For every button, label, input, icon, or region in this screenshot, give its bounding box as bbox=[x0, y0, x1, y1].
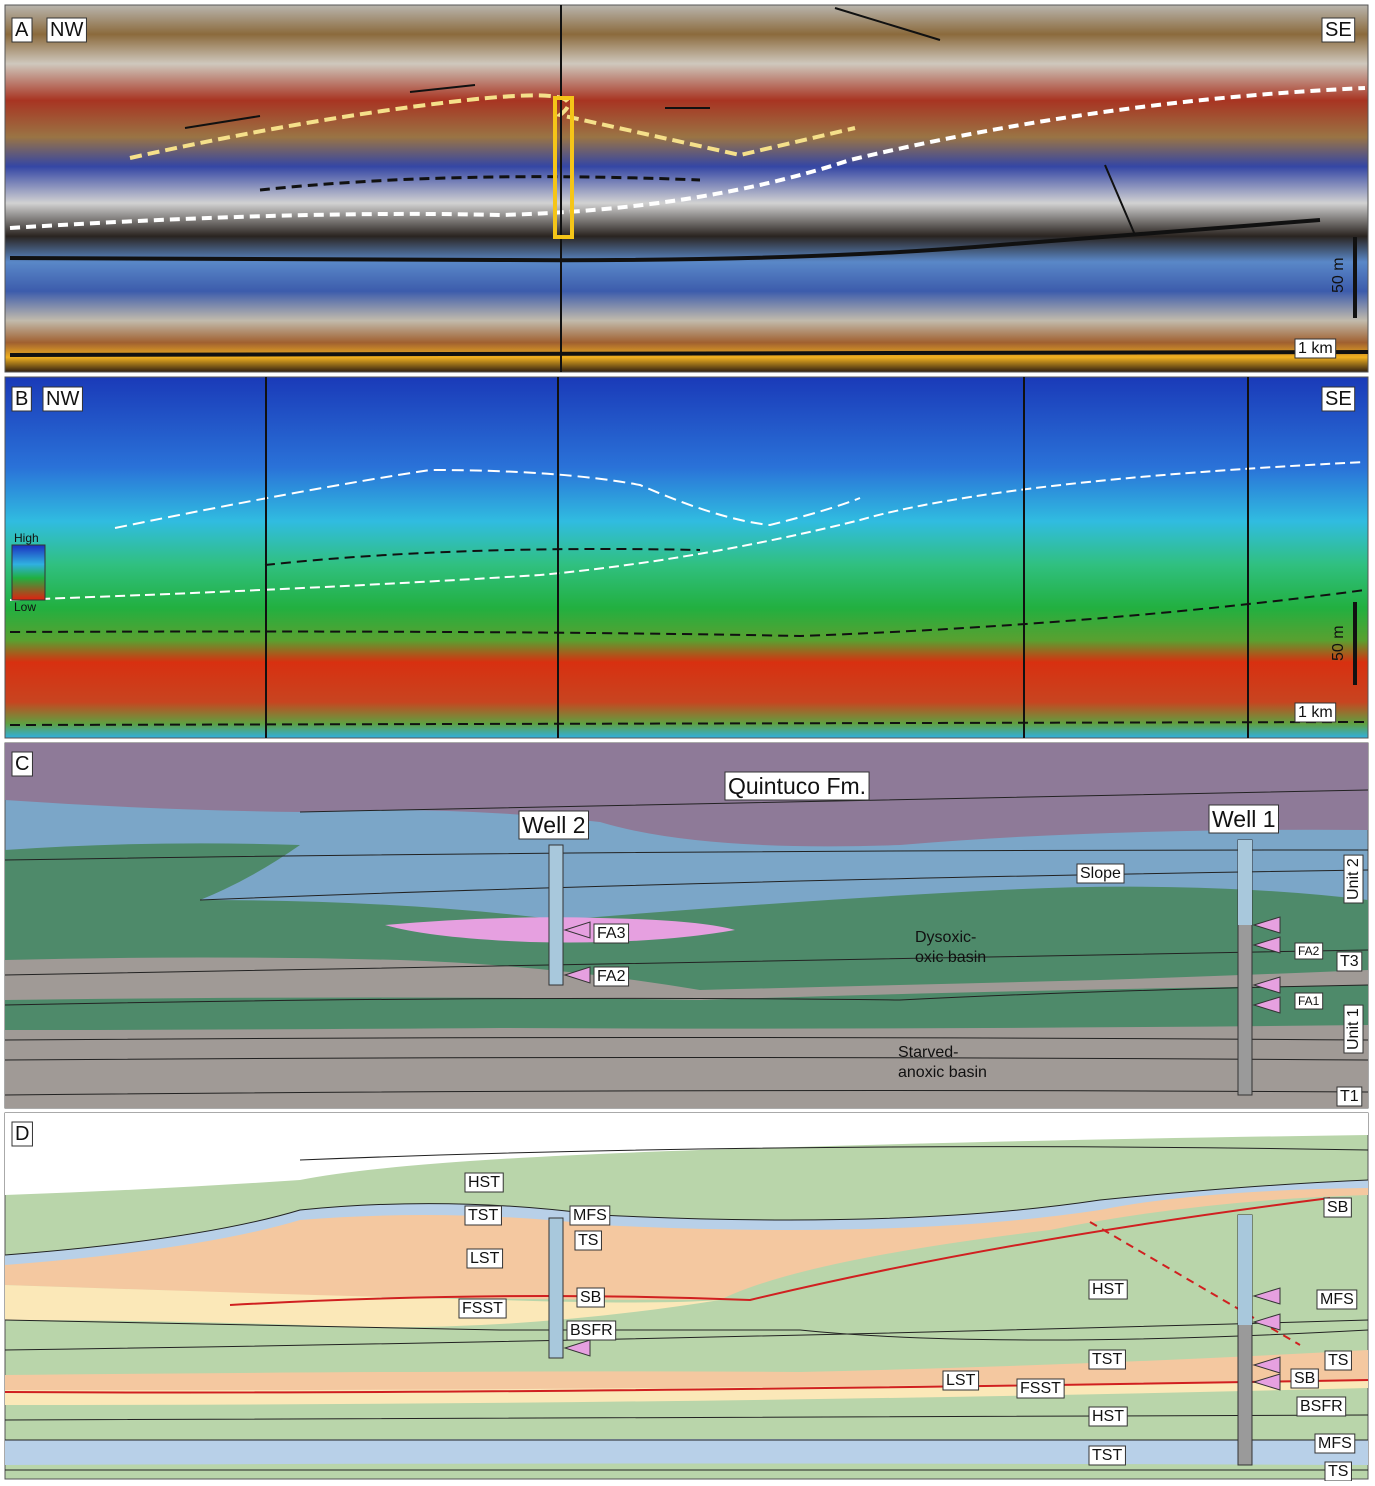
scale-label: 1 km bbox=[1298, 340, 1333, 357]
unit-label: Unit 1 bbox=[1345, 1008, 1362, 1050]
well-label: Well 2 bbox=[522, 812, 586, 838]
facies-label: FA3 bbox=[597, 925, 626, 942]
panel-a: A NW SE 50 m 1 km bbox=[5, 5, 1368, 372]
sequence-label: SB bbox=[1294, 1370, 1315, 1387]
direction: SE bbox=[1325, 19, 1352, 41]
figure: A NW SE 50 m 1 km B NW SE High Low 50 m … bbox=[0, 0, 1375, 1481]
zone-label: Dysoxic- bbox=[915, 929, 976, 946]
sequence-label: TST bbox=[1092, 1447, 1122, 1464]
sequence-label: LST bbox=[946, 1372, 976, 1389]
sequence-label: MFS bbox=[1318, 1435, 1352, 1452]
sequence-label: FSST bbox=[462, 1300, 503, 1317]
zone-label: Starved- bbox=[898, 1044, 958, 1061]
panel-letter: B bbox=[15, 388, 28, 410]
direction: SE bbox=[1325, 388, 1352, 410]
sequence-label: FSST bbox=[1020, 1380, 1061, 1397]
facies-label: FA2 bbox=[1298, 944, 1320, 958]
sequence-label: BSFR bbox=[570, 1322, 613, 1339]
facies-label: FA2 bbox=[597, 968, 626, 985]
zone-label: anoxic basin bbox=[898, 1064, 987, 1081]
formation-label: Quintuco Fm. bbox=[728, 773, 866, 799]
scale-label: 50 m bbox=[1330, 257, 1347, 293]
sequence-label: TST bbox=[468, 1207, 498, 1224]
sequence-label: HST bbox=[468, 1174, 500, 1191]
sequence-label: SB bbox=[580, 1289, 601, 1306]
facies-label: FA1 bbox=[1298, 994, 1320, 1008]
surface-label: T3 bbox=[1340, 953, 1359, 970]
sequence-label: TS bbox=[1328, 1463, 1348, 1480]
direction: NW bbox=[46, 388, 79, 410]
panel-letter: A bbox=[15, 19, 29, 41]
sequence-label: HST bbox=[1092, 1408, 1124, 1425]
panel-letter: D bbox=[15, 1123, 29, 1145]
legend-label: High bbox=[14, 531, 39, 545]
direction: NW bbox=[50, 19, 83, 41]
zone-label: oxic basin bbox=[915, 949, 986, 966]
zone-label: Slope bbox=[1080, 865, 1121, 882]
legend-label: Low bbox=[14, 600, 36, 614]
surface-label: T1 bbox=[1340, 1088, 1359, 1105]
panel-b: B NW SE High Low 50 m 1 km bbox=[5, 377, 1368, 738]
sequence-label: TST bbox=[1092, 1351, 1122, 1368]
sequence-label: SB bbox=[1327, 1199, 1348, 1216]
sequence-label: TS bbox=[1328, 1352, 1348, 1369]
panel-c: C Quintuco Fm. Well 2 Well 1 Slope Dysox… bbox=[5, 743, 1368, 1108]
panel-letter: C bbox=[15, 753, 29, 775]
sequence-label: TS bbox=[578, 1232, 598, 1249]
sequence-label: HST bbox=[1092, 1281, 1124, 1298]
unit-label: Unit 2 bbox=[1345, 858, 1362, 900]
sequence-label: MFS bbox=[573, 1207, 607, 1224]
panel-d: D HST TST MFS TS LST SB FSST BSFR HST SB MFS TS SB BS… bbox=[5, 1113, 1368, 1481]
sequence-label: MFS bbox=[1320, 1291, 1354, 1308]
sequence-label: LST bbox=[470, 1250, 500, 1267]
scale-label: 50 m bbox=[1330, 625, 1347, 661]
sequence-label: BSFR bbox=[1300, 1398, 1343, 1415]
scale-label: 1 km bbox=[1298, 704, 1333, 721]
well-label: Well 1 bbox=[1212, 806, 1276, 832]
